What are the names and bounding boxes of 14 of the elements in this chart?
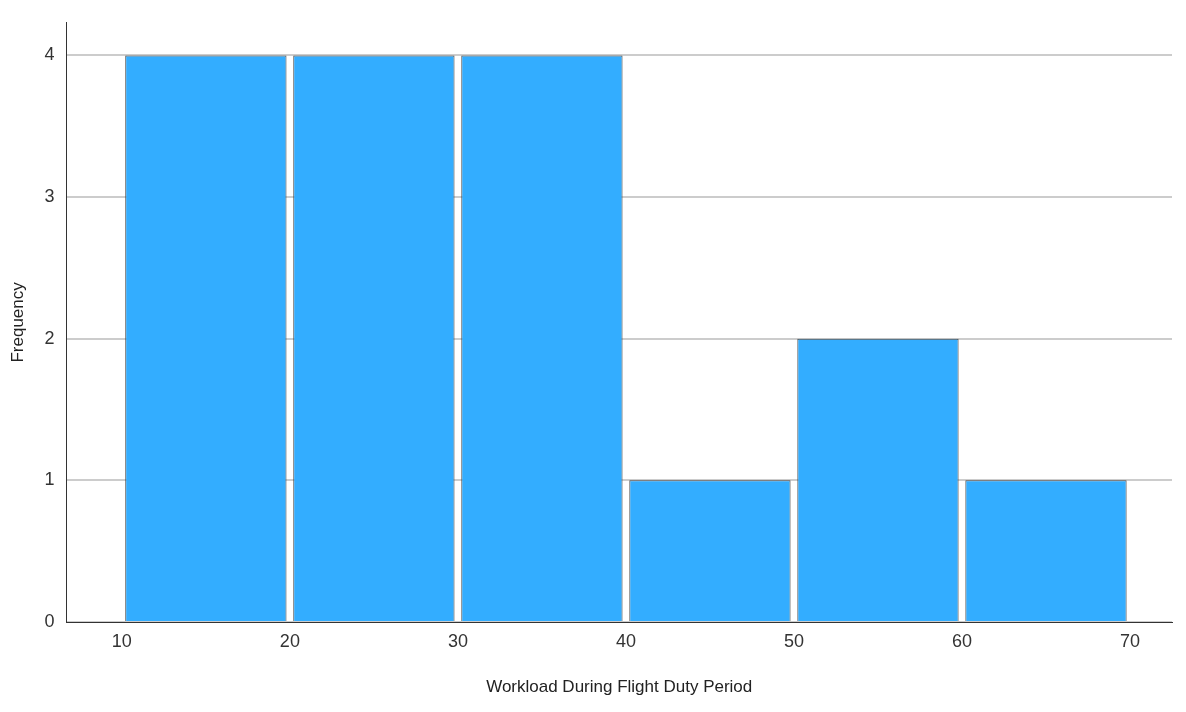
- y-tick-label: 3: [44, 186, 55, 206]
- x-tick-label: 40: [615, 630, 636, 651]
- x-tick-label: 60: [951, 630, 972, 651]
- x-tick-label: 10: [111, 630, 132, 651]
- x-axis-title: Workload During Flight Duty Period: [486, 677, 753, 697]
- x-tick-label: 20: [279, 630, 300, 651]
- y-axis-title: Frequency: [7, 281, 27, 363]
- x-tick-label: 30: [447, 630, 468, 651]
- y-tick-label: 1: [44, 469, 55, 490]
- x-tick-label: 70: [1119, 630, 1141, 651]
- y-tick-label: 4: [44, 44, 55, 65]
- y-tick-label: 2: [44, 327, 55, 348]
- y-tick-label: 0: [44, 610, 55, 631]
- x-tick-label: 50: [783, 630, 804, 651]
